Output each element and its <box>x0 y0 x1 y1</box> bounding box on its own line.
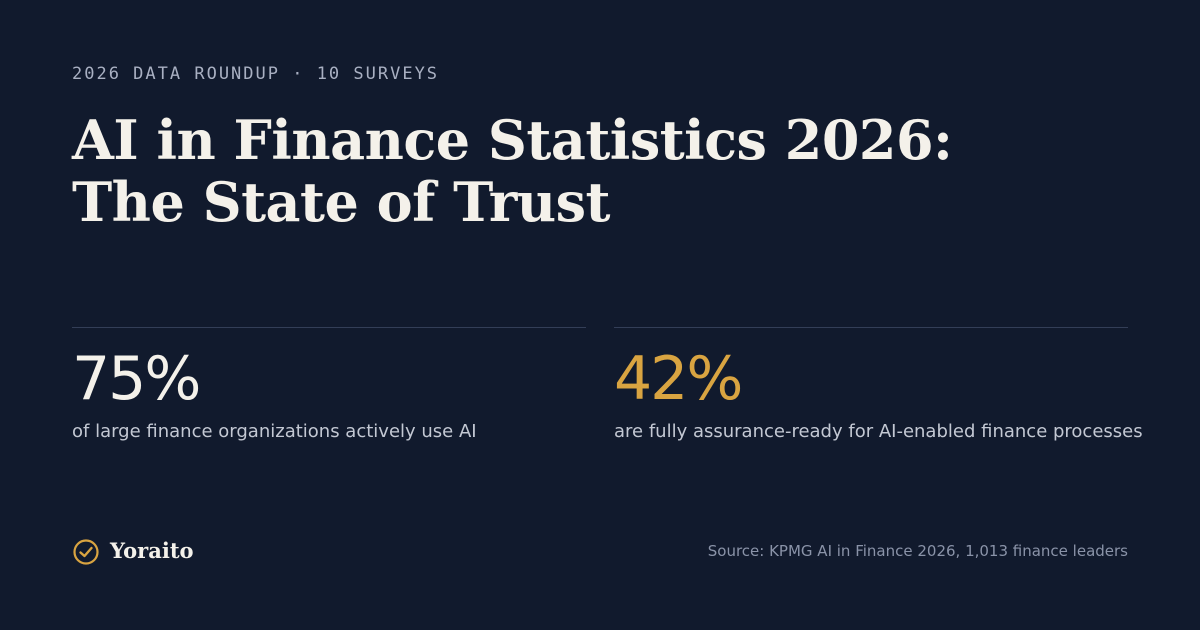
divider <box>614 327 1128 328</box>
stat-value: 75% <box>72 344 201 414</box>
brand-icon <box>73 539 99 565</box>
stat-text: are fully assurance-ready for AI-enabled… <box>614 421 1143 442</box>
source: Source: KPMG AI in Finance 2026, 1,013 f… <box>707 542 1128 560</box>
title-line: AI in Finance Statistics 2026: <box>72 108 953 172</box>
stat-text: of large finance organizations actively … <box>72 421 477 442</box>
eyebrow: 2026 DATA ROUNDUP · 10 SURVEYS <box>72 64 440 84</box>
divider <box>72 327 586 328</box>
brand-name: Yoraito <box>110 538 194 563</box>
title-line: The State of Trust <box>72 170 611 234</box>
stat-value: 42% <box>614 344 743 414</box>
